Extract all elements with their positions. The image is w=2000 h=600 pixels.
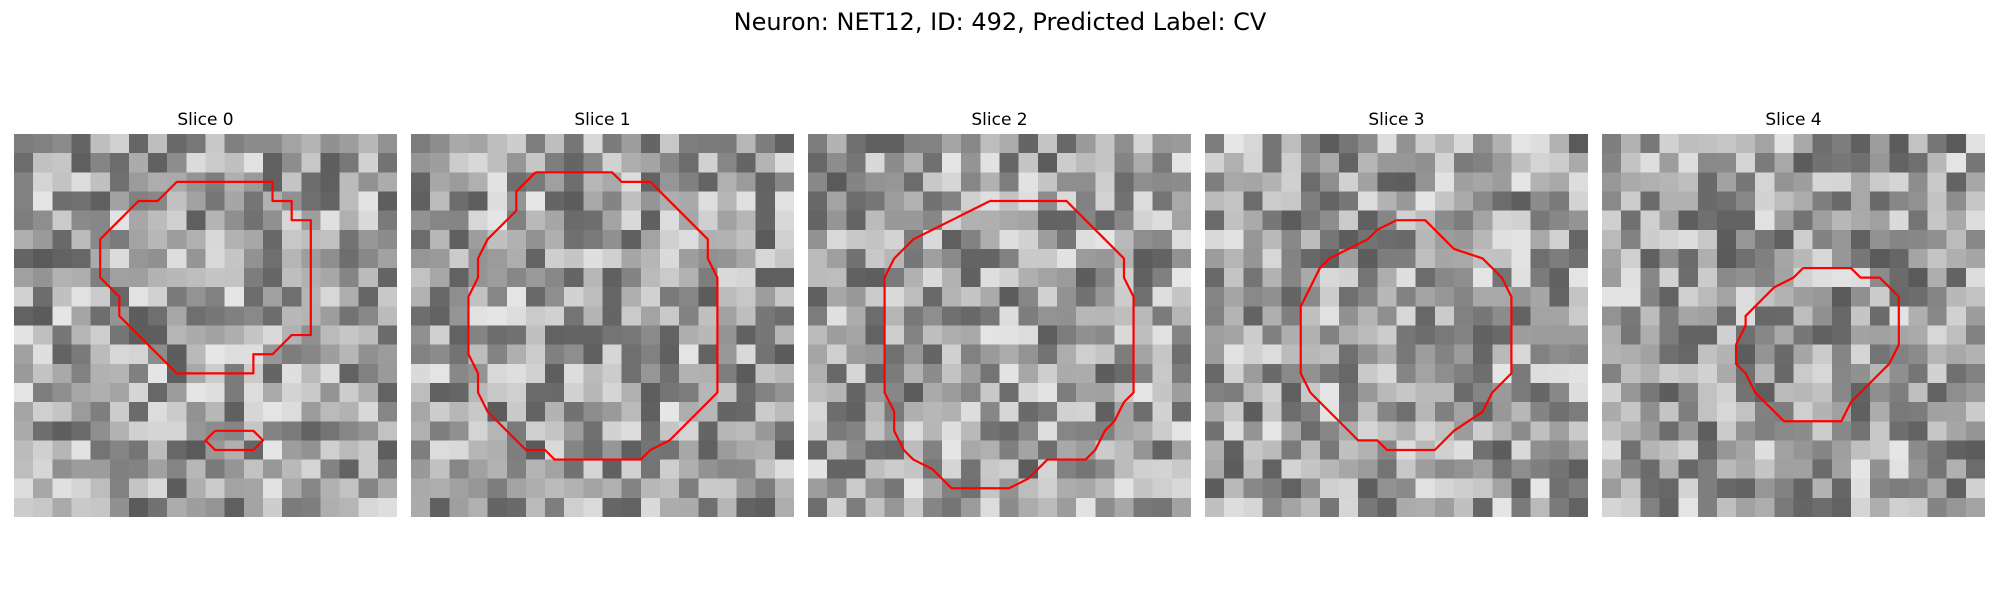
slice-title-4: Slice 4 bbox=[1765, 110, 1822, 130]
slice-pixels bbox=[1205, 134, 1588, 517]
slice-panel-0: Slice 0 bbox=[14, 108, 397, 520]
slice-panel-1: Slice 1 bbox=[411, 108, 794, 520]
slice-image-0 bbox=[14, 134, 397, 517]
slice-image-2 bbox=[808, 134, 1191, 517]
slice-title-0: Slice 0 bbox=[177, 110, 234, 130]
figure-title: Neuron: NET12, ID: 492, Predicted Label:… bbox=[733, 8, 1267, 36]
slice-title-1: Slice 1 bbox=[574, 110, 631, 130]
slice-panel-3: Slice 3 bbox=[1205, 108, 1588, 520]
slice-title-3: Slice 3 bbox=[1368, 110, 1425, 130]
slice-image-3 bbox=[1205, 134, 1588, 517]
contour-outline-1 bbox=[206, 431, 263, 450]
slice-pixels bbox=[411, 134, 794, 517]
slice-panel-4: Slice 4 bbox=[1602, 108, 1985, 520]
slice-image-1 bbox=[411, 134, 794, 517]
contour-outline-0 bbox=[885, 201, 1134, 488]
contour-outline-0 bbox=[100, 182, 311, 374]
contour-outline-0 bbox=[1736, 268, 1899, 421]
slice-image-4 bbox=[1602, 134, 1985, 517]
slice-pixels bbox=[14, 134, 397, 517]
contour-outline-0 bbox=[1301, 220, 1512, 450]
slice-pixels bbox=[1602, 134, 1985, 517]
contour-outline-0 bbox=[468, 172, 717, 459]
slice-title-2: Slice 2 bbox=[971, 110, 1028, 130]
slice-panel-2: Slice 2 bbox=[808, 108, 1191, 520]
